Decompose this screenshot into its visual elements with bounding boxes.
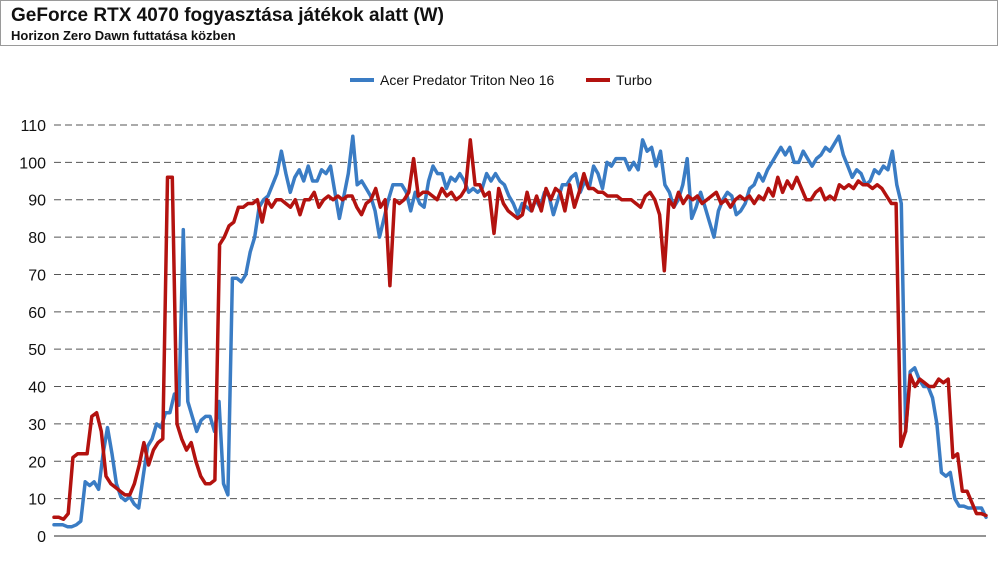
y-tick-label: 70 xyxy=(28,267,46,284)
y-tick-label: 90 xyxy=(28,193,46,210)
grid xyxy=(54,124,986,537)
y-tick-label: 10 xyxy=(28,492,46,509)
y-tick-label: 30 xyxy=(28,417,46,434)
y-tick-label: 40 xyxy=(28,380,46,397)
y-axis-ticks: 0 10 20 30 40 50 60 70 80 90 100 110 xyxy=(19,118,46,546)
series-line-2 xyxy=(52,138,988,521)
series-line-1 xyxy=(52,134,988,529)
chart-subtitle: Horizon Zero Dawn futtatása közben xyxy=(11,28,236,43)
legend-label-series-2: Turbo xyxy=(616,72,652,88)
legend-label-series-1: Acer Predator Triton Neo 16 xyxy=(380,72,555,88)
y-tick-label: 100 xyxy=(19,155,46,172)
y-tick-label: 60 xyxy=(28,305,46,322)
y-tick-label: 80 xyxy=(28,230,46,247)
chart-title: GeForce RTX 4070 fogyasztása játékok ala… xyxy=(11,5,444,26)
y-tick-label: 20 xyxy=(28,454,46,471)
series-lines xyxy=(52,134,988,529)
chart-header: GeForce RTX 4070 fogyasztása játékok ala… xyxy=(0,0,998,46)
y-tick-label: 110 xyxy=(20,118,46,135)
y-tick-label: 50 xyxy=(28,342,46,359)
y-tick-label: 0 xyxy=(37,529,46,546)
legend: Acer Predator Triton Neo 16 Turbo xyxy=(350,72,652,88)
